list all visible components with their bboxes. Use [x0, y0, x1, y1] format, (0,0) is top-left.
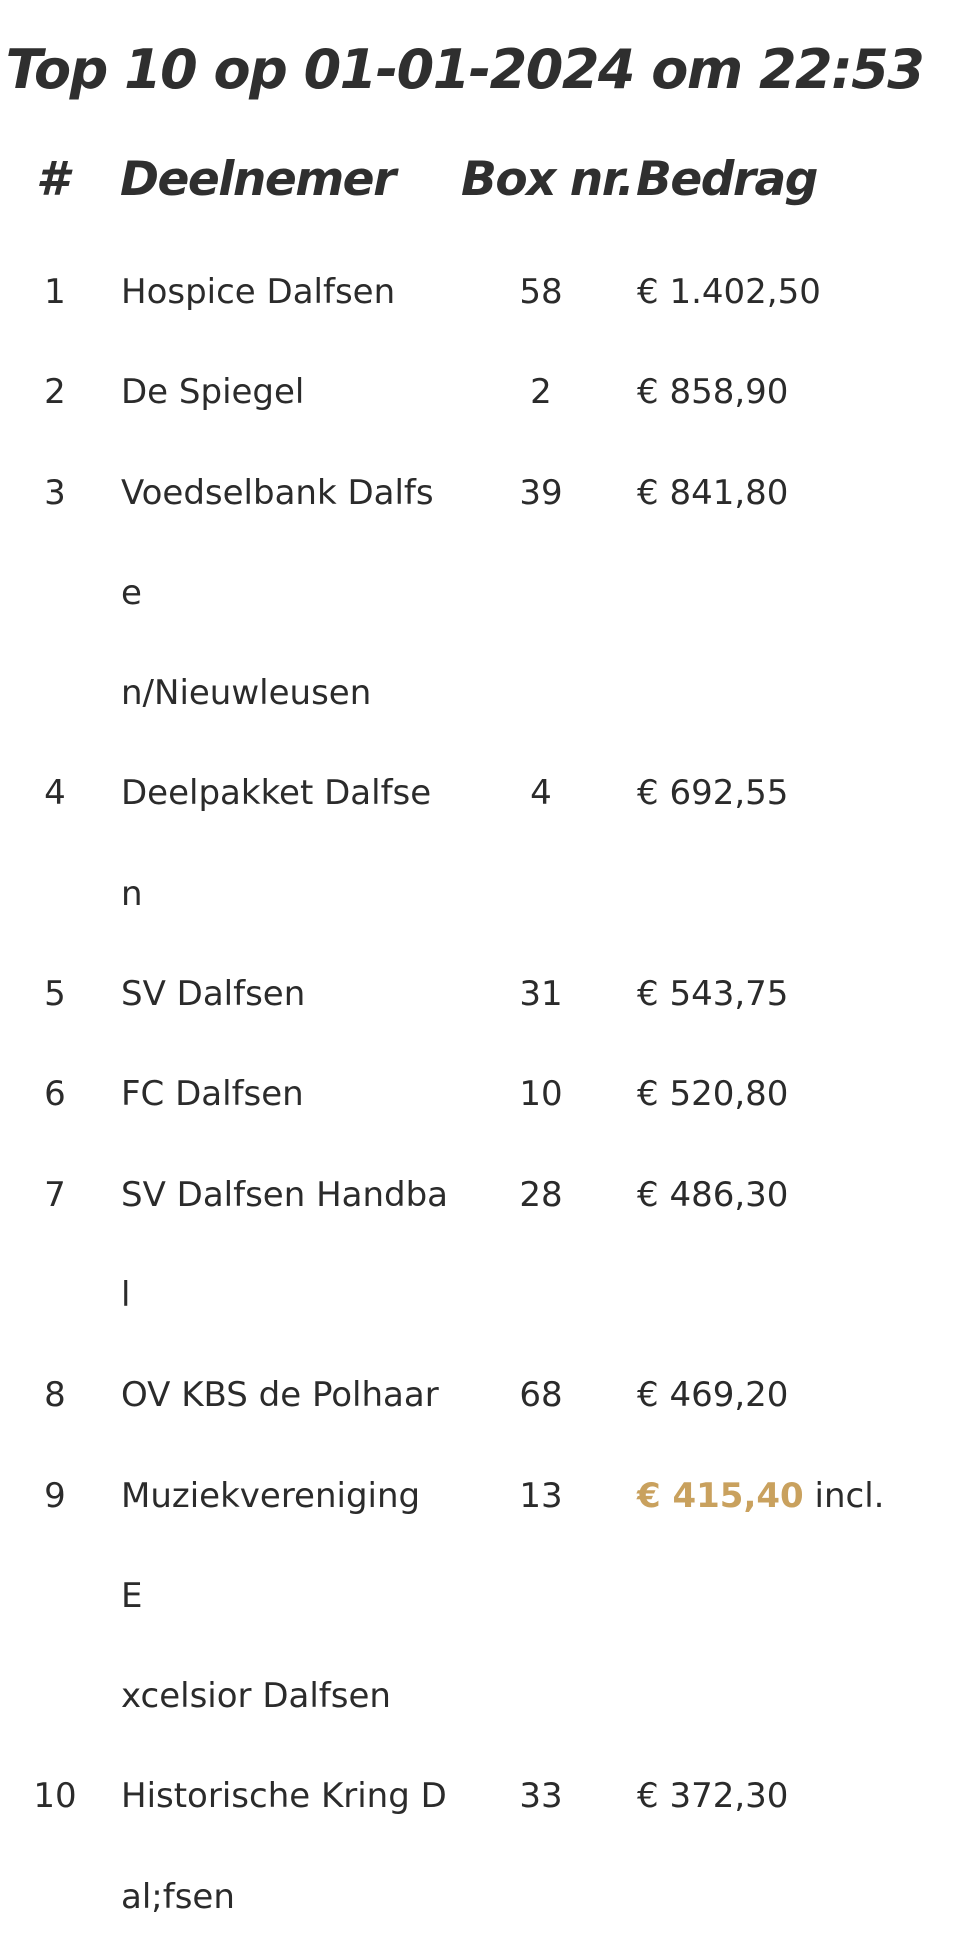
table-row: 2 De Spiegel 2 € 858,90: [0, 342, 969, 442]
rank-cell: 5: [44, 974, 66, 1015]
box-number-cell: 31: [519, 974, 563, 1015]
amount-value: € 1.402,50: [637, 272, 821, 312]
participant-name-line: SV Dalfsen Handbal: [121, 1174, 449, 1315]
participant-cell: SV Dalfsen Handbal: [121, 1145, 451, 1346]
amount-cell: € 543,75: [637, 944, 788, 1044]
amount-value: € 415,40: [637, 1475, 804, 1516]
amount-value: € 858,90: [637, 372, 789, 413]
table-row: 7 SV Dalfsen Handbal 28 € 486,30: [0, 1145, 969, 1346]
rank-cell: 7: [44, 1174, 66, 1215]
amount-suffix: incl.: [803, 1475, 885, 1516]
amount-cell: € 858,90: [637, 342, 788, 442]
box-number-cell: 68: [519, 1375, 563, 1416]
box-number-cell: 4: [530, 773, 552, 814]
participant-cell: SV Dalfsen: [121, 944, 451, 1044]
participant-cell: Muziekvereniging E xcelsior Dalfsen: [121, 1446, 451, 1747]
table-row: 1 Hospice Dalfsen 58 € 1.402,50: [0, 242, 969, 342]
participant-cell: Voedselbank Dalfse n/Nieuwleusen: [121, 443, 451, 744]
amount-cell: € 469,20: [637, 1345, 788, 1445]
table-row: 4 Deelpakket Dalfsen 4 € 692,55: [0, 743, 969, 944]
ranking-table: 1 Hospice Dalfsen 58 € 1.402,50 2 De Spiegel 2…: [0, 242, 969, 1947]
amount-value: € 841,80: [637, 472, 789, 513]
rank-cell: 2: [44, 372, 66, 413]
rank-cell: 8: [44, 1375, 66, 1416]
rank-cell: 4: [44, 773, 66, 814]
participant-name-line: SV Dalfsen: [121, 974, 306, 1015]
amount-cell: € 372,30: [637, 1746, 788, 1846]
amount-cell: € 520,80: [637, 1044, 788, 1144]
participant-cell: Historische Kring D al;fsen: [121, 1746, 451, 1947]
amount-cell: € 692,55: [637, 743, 788, 843]
amount-cell: € 415,40 incl.: [637, 1446, 884, 1546]
participant-name-line: OV KBS de Polhaar: [121, 1375, 439, 1416]
rank-cell: 6: [44, 1074, 66, 1115]
column-header-box: Box nr.: [461, 152, 635, 207]
box-number-cell: 28: [519, 1174, 563, 1215]
participant-name-line: Deelpakket Dalfsen: [121, 773, 432, 914]
amount-value: € 520,80: [637, 1074, 789, 1115]
participant-name-line: n/Nieuwleusen: [121, 673, 372, 714]
amount-value: € 372,30: [637, 1776, 789, 1817]
table-row: 5 SV Dalfsen 31 € 543,75: [0, 944, 969, 1044]
participant-cell: Deelpakket Dalfsen: [121, 743, 451, 944]
participant-name-line: Voedselbank Dalfse: [121, 472, 434, 613]
participant-name-line: Hospice Dalfsen: [121, 272, 396, 312]
amount-value: € 469,20: [637, 1375, 789, 1416]
column-header-participant: Deelnemer: [120, 152, 396, 207]
amount-value: € 543,75: [637, 974, 789, 1015]
participant-name-line: Historische Kring D: [121, 1776, 447, 1817]
box-number-cell: 13: [519, 1475, 563, 1516]
participant-name-line: FC Dalfsen: [121, 1074, 304, 1115]
amount-cell: € 1.402,50: [637, 242, 821, 342]
participant-name-line: De Spiegel: [121, 372, 305, 413]
column-header-amount: Bedrag: [636, 152, 818, 207]
participant-cell: Hospice Dalfsen: [121, 242, 451, 342]
table-row: 10 Historische Kring D al;fsen 33 € 372,30: [0, 1746, 969, 1947]
participant-cell: De Spiegel: [121, 342, 451, 442]
amount-cell: € 486,30: [637, 1145, 788, 1245]
table-row: 3 Voedselbank Dalfse n/Nieuwleusen 39 € 841,…: [0, 443, 969, 744]
participant-cell: FC Dalfsen: [121, 1044, 451, 1144]
box-number-cell: 10: [519, 1074, 563, 1115]
box-number-cell: 33: [519, 1776, 563, 1817]
page-title: Top 10 op 01-01-2024 om 22:53: [5, 38, 925, 101]
amount-cell: € 841,80: [637, 443, 788, 543]
amount-value: € 692,55: [637, 773, 789, 814]
table-row: 9 Muziekvereniging E xcelsior Dalfsen 13 € 4…: [0, 1446, 969, 1747]
column-header-rank: #: [36, 152, 69, 207]
table-row: 8 OV KBS de Polhaar 68 € 469,20: [0, 1345, 969, 1445]
rank-cell: 10: [33, 1776, 77, 1817]
rank-cell: 9: [44, 1475, 66, 1516]
box-number-cell: 39: [519, 472, 563, 513]
rank-cell: 3: [44, 472, 66, 513]
box-number-cell: 58: [519, 272, 563, 312]
rank-cell: 1: [44, 272, 66, 312]
participant-name-line: xcelsior Dalfsen: [121, 1676, 391, 1717]
amount-value: € 486,30: [637, 1174, 789, 1215]
participant-cell: OV KBS de Polhaar: [121, 1345, 451, 1445]
participant-name-line: al;fsen: [121, 1876, 235, 1917]
box-number-cell: 2: [530, 372, 552, 413]
table-row: 6 FC Dalfsen 10 € 520,80: [0, 1044, 969, 1144]
participant-name-line: Muziekvereniging E: [121, 1475, 421, 1616]
